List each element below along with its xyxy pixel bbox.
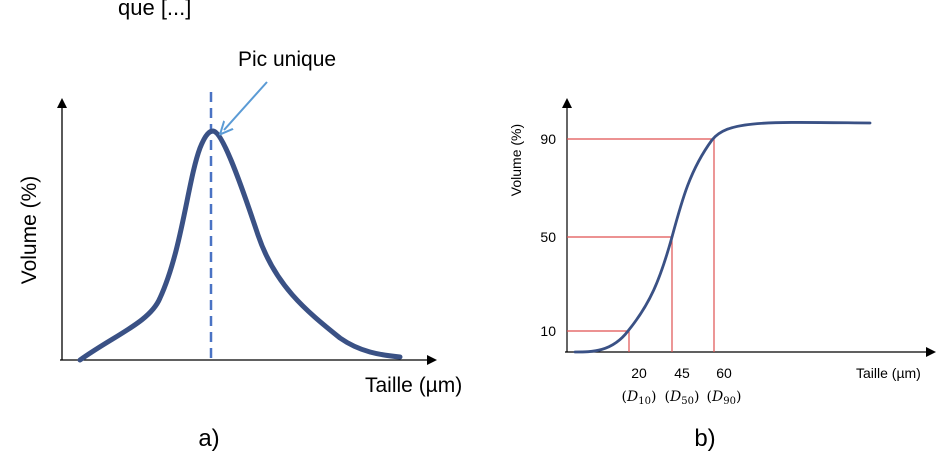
chart-b-y-tick-90: 90 <box>540 131 556 147</box>
chart-a-annotation-arrow <box>224 81 268 130</box>
chart-b-y-ticks: 10 50 90 <box>540 131 556 339</box>
chart-b-x-ticks: 20 (D10) 45 (D50) 60 (D90) <box>622 365 742 407</box>
panel-label-a: a) <box>198 425 219 452</box>
chart-b-y-tick-50: 50 <box>540 229 556 245</box>
chart-b-x-tick-45: 45 <box>674 365 690 381</box>
chart-b-y-tick-10: 10 <box>540 323 556 339</box>
chart-b-x-tick-sub-60: (D90) <box>707 389 742 407</box>
chart-b-x-tick-60: 60 <box>716 365 732 381</box>
chart-b-reference-lines <box>567 138 715 352</box>
panel-label-b: b) <box>694 425 715 452</box>
chart-b-y-label: Volume (%) <box>508 124 524 196</box>
chart-b-ref-line-60 <box>567 138 715 352</box>
chart-b-curve <box>573 121 872 354</box>
chart-a-x-label: Taille (µm) <box>365 374 462 397</box>
chart-a-annotation: Pic unique <box>238 48 336 71</box>
chart-a: Pic unique Volume (%) Taille (µm) a) <box>18 48 462 452</box>
chart-b-ref-line-45 <box>567 236 673 352</box>
header-fragment: que [...] <box>118 0 191 20</box>
chart-b-x-tick-sub-20: (D10) <box>622 389 657 407</box>
chart-b-x-tick-20: 20 <box>631 365 647 381</box>
chart-a-y-label: Volume (%) <box>18 176 41 285</box>
chart-b-x-label: Taille (µm) <box>856 365 921 381</box>
chart-a-curve <box>77 128 403 363</box>
chart-b-x-tick-sub-45: (D50) <box>665 389 700 407</box>
